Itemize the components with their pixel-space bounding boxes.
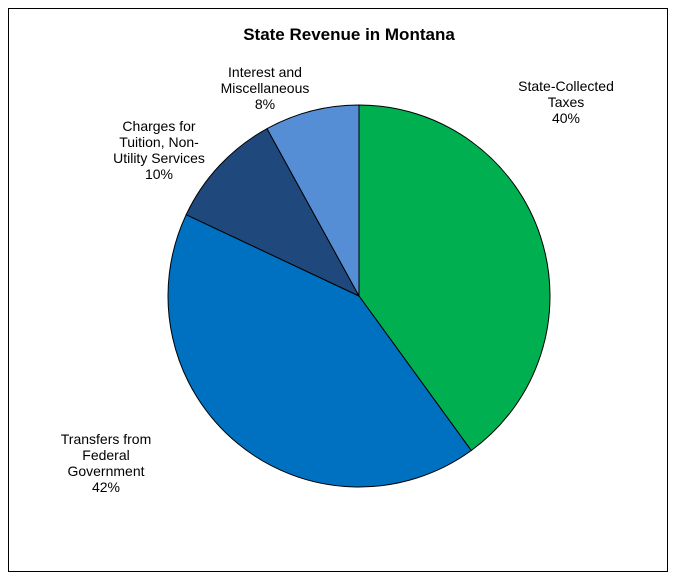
slice-label-line: 8% (255, 96, 275, 112)
chart-title: State Revenue in Montana (243, 25, 455, 44)
slice-label-state-collected-taxes: State-Collected Taxes 40% (518, 78, 614, 126)
pie-slice-state-collected-taxes (358, 104, 551, 452)
pie-slice-interest-and-miscellaneous (266, 104, 360, 297)
pie-slice-labels: State-Collected Taxes 40% Transfers from Fed… (61, 64, 614, 495)
slice-label-line: Charges for (122, 118, 195, 134)
slice-label-line: State-Collected (518, 78, 614, 94)
slice-label-line: 40% (552, 110, 580, 126)
slice-label-line: 42% (92, 479, 120, 495)
slice-label-transfers-from-federal-government: Transfers from Federal Government 42% (61, 431, 152, 495)
slice-label-line: Miscellaneous (221, 80, 310, 96)
slice-label-line: Taxes (548, 94, 585, 110)
slice-label-line: Transfers from (61, 431, 152, 447)
slice-label-line: Interest and (228, 64, 302, 80)
slice-label-line: Utility Services (113, 150, 205, 166)
pie-slice-charges-for-tuition-non-utility-services (185, 127, 361, 298)
slice-label-charges-for-tuition-non-utility-services: Charges for Tuition, Non-Utility Services… (113, 118, 205, 182)
slice-label-line: Government (67, 463, 144, 479)
pie-slice-transfers-from-federal-government (167, 214, 472, 488)
slice-label-line: Federal (82, 447, 129, 463)
pie-slices (167, 104, 551, 488)
slice-label-interest-and-miscellaneous: Interest and Miscellaneous 8% (221, 64, 310, 112)
slice-label-line: 10% (145, 166, 173, 182)
slice-label-line: Tuition, Non- (119, 134, 199, 150)
